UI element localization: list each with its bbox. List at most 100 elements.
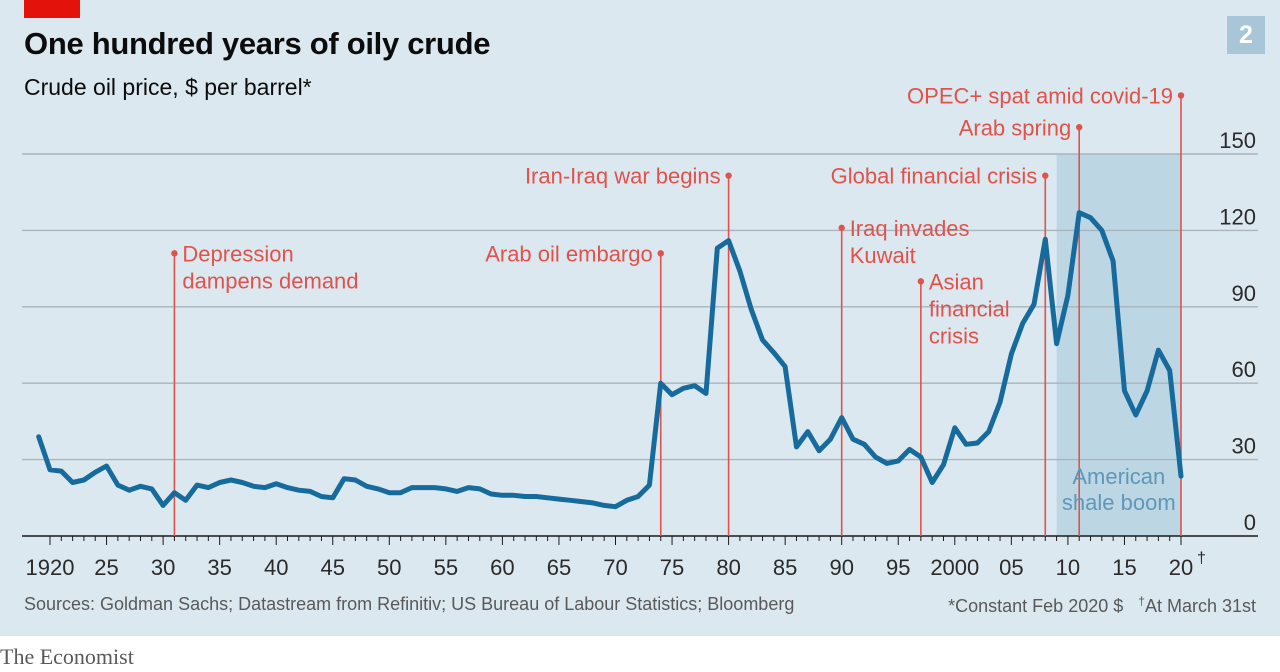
price-point <box>715 246 720 251</box>
price-point <box>760 337 765 342</box>
price-point <box>692 383 697 388</box>
price-point <box>1088 215 1093 220</box>
event-label: OPEC+ spat amid covid-19 <box>907 83 1173 108</box>
price-point <box>975 441 980 446</box>
price-point <box>658 381 663 386</box>
x-tick-label: 95 <box>886 555 910 580</box>
price-point <box>794 444 799 449</box>
price-point <box>1031 302 1036 307</box>
price-point <box>81 477 86 482</box>
price-point <box>353 477 358 482</box>
price-point <box>828 437 833 442</box>
x-tick-label: 2000 <box>930 555 979 580</box>
price-point <box>161 503 166 508</box>
y-tick-label: 120 <box>1219 204 1256 229</box>
price-point <box>455 489 460 494</box>
event-label: Iraq invades <box>850 216 970 241</box>
price-point <box>36 434 41 439</box>
price-point <box>48 467 52 472</box>
price-point <box>636 494 641 499</box>
price-point <box>1054 341 1059 346</box>
price-point <box>749 307 754 312</box>
price-point <box>896 458 901 463</box>
event-label: Global financial crisis <box>831 164 1038 189</box>
price-point <box>308 489 313 494</box>
price-point <box>624 498 629 503</box>
price-point <box>545 495 550 500</box>
price-point <box>839 415 844 420</box>
event-label: Asian <box>929 269 984 294</box>
price-point <box>296 488 301 493</box>
event-dot <box>1076 124 1083 131</box>
event-dot <box>1042 172 1049 179</box>
price-point <box>613 504 618 509</box>
price-point <box>964 442 969 447</box>
march-note: At March 31st <box>1144 596 1256 616</box>
price-point <box>183 498 188 503</box>
price-point <box>1179 474 1183 479</box>
chart-number-badge: 2 <box>1227 16 1265 54</box>
x-tick-label: 65 <box>547 555 571 580</box>
x-tick-label: 25 <box>94 555 118 580</box>
price-point <box>443 486 448 491</box>
x-tick-label: 60 <box>490 555 514 580</box>
event-dot <box>1177 92 1185 99</box>
x-tick-label: 50 <box>377 555 401 580</box>
event-label: Arab spring <box>959 115 1072 140</box>
price-point <box>127 488 132 493</box>
price-point <box>771 350 776 355</box>
price-point <box>251 484 256 489</box>
price-point <box>138 484 143 489</box>
x-tick-label: 55 <box>434 555 458 580</box>
price-point <box>579 499 584 504</box>
price-point <box>523 494 528 499</box>
event-label: Arab oil embargo <box>485 241 653 266</box>
price-point <box>93 470 98 475</box>
price-point <box>511 493 516 498</box>
price-point <box>262 485 267 490</box>
price-point <box>500 493 505 498</box>
price-point <box>670 392 675 397</box>
price-point <box>375 486 380 491</box>
price-point <box>1167 368 1172 373</box>
x-tick-label: 75 <box>660 555 684 580</box>
event-label: financial <box>929 296 1010 321</box>
x-tick-label: 85 <box>773 555 797 580</box>
price-point <box>817 448 822 453</box>
price-point <box>285 485 290 490</box>
price-point <box>217 480 222 485</box>
x-tick-label: 05 <box>999 555 1023 580</box>
price-point <box>681 386 686 391</box>
price-point <box>240 480 245 485</box>
price-point <box>534 494 539 499</box>
price-point <box>274 481 279 486</box>
price-point <box>568 498 573 503</box>
price-point <box>149 486 154 491</box>
x-tick-label: 80 <box>716 555 740 580</box>
price-point <box>59 469 64 474</box>
price-point <box>783 364 788 369</box>
x-tick-label: 20 <box>1169 555 1193 580</box>
shale-boom-label: shale boom <box>1062 490 1176 515</box>
x-tick-label: 10 <box>1056 555 1080 580</box>
price-point <box>737 269 742 274</box>
event-label: crisis <box>929 323 979 348</box>
price-point <box>1156 348 1161 353</box>
event-dot <box>171 250 178 257</box>
event-dot <box>657 250 664 257</box>
price-point <box>703 391 708 396</box>
price-point <box>647 483 652 488</box>
price-point <box>330 495 335 500</box>
price-point <box>398 490 403 495</box>
event-label: Depression <box>182 241 293 266</box>
price-point <box>342 476 347 481</box>
price-point <box>986 429 991 434</box>
dagger-mark: † <box>1138 594 1145 608</box>
x-tick-label: 1920 <box>26 555 75 580</box>
price-point <box>421 485 426 490</box>
price-point <box>319 494 324 499</box>
x-tick-label: 35 <box>207 555 231 580</box>
x-tick-label: 30 <box>151 555 175 580</box>
x-tick-label: 90 <box>829 555 853 580</box>
price-point <box>477 486 482 491</box>
